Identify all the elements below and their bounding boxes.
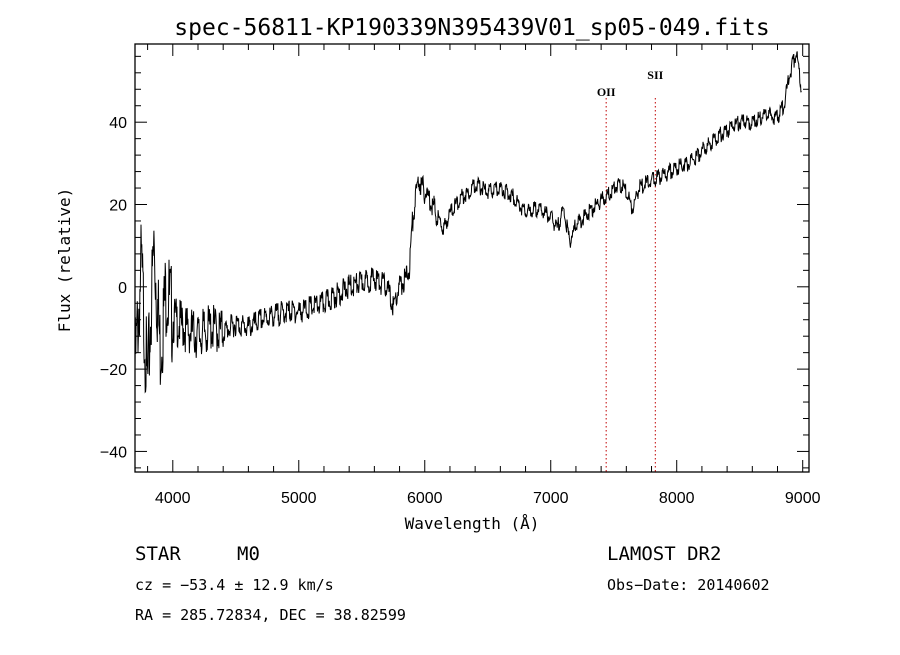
ra-dec: RA = 285.72834, DEC = 38.82599: [135, 606, 406, 624]
subclass: M0: [237, 543, 260, 565]
spectrum-series-line: [134, 51, 802, 394]
survey-name: LAMOST DR2: [607, 543, 721, 565]
x-tick-label: 9000: [785, 490, 821, 507]
y-tick-labels: −40 −20 0 20 40: [100, 115, 127, 461]
y-tick-label: 20: [109, 198, 127, 215]
y-tick-label: −40: [100, 444, 127, 461]
obs-date: Obs−Date: 20140602: [607, 576, 770, 594]
x-axis-label: Wavelength (Å): [405, 514, 540, 533]
x-tick-label: 7000: [533, 490, 569, 507]
y-tick-label: 40: [109, 115, 127, 132]
redshift-cz: cz = −53.4 ± 12.9 km/s: [135, 576, 334, 594]
object-type: STAR: [135, 543, 181, 565]
x-tick-label: 8000: [659, 490, 695, 507]
x-tick-label: 4000: [155, 490, 191, 507]
y-axis-label: Flux (relative): [55, 188, 74, 333]
x-tick-label: 6000: [407, 490, 443, 507]
axis-ticks: [135, 44, 809, 472]
x-tick-label: 5000: [281, 490, 317, 507]
spectral-line-label: SII: [647, 68, 663, 82]
plot-frame: [134, 43, 810, 473]
spectral-line-markers: OII SII: [597, 68, 664, 472]
x-tick-labels: 4000 5000 6000 7000 8000 9000: [155, 490, 821, 507]
y-tick-label: −20: [100, 362, 127, 379]
y-tick-label: 0: [118, 280, 127, 297]
spectral-line-label: OII: [597, 85, 616, 99]
chart-title: spec-56811-KP190339N395439V01_sp05-049.f…: [174, 15, 769, 41]
